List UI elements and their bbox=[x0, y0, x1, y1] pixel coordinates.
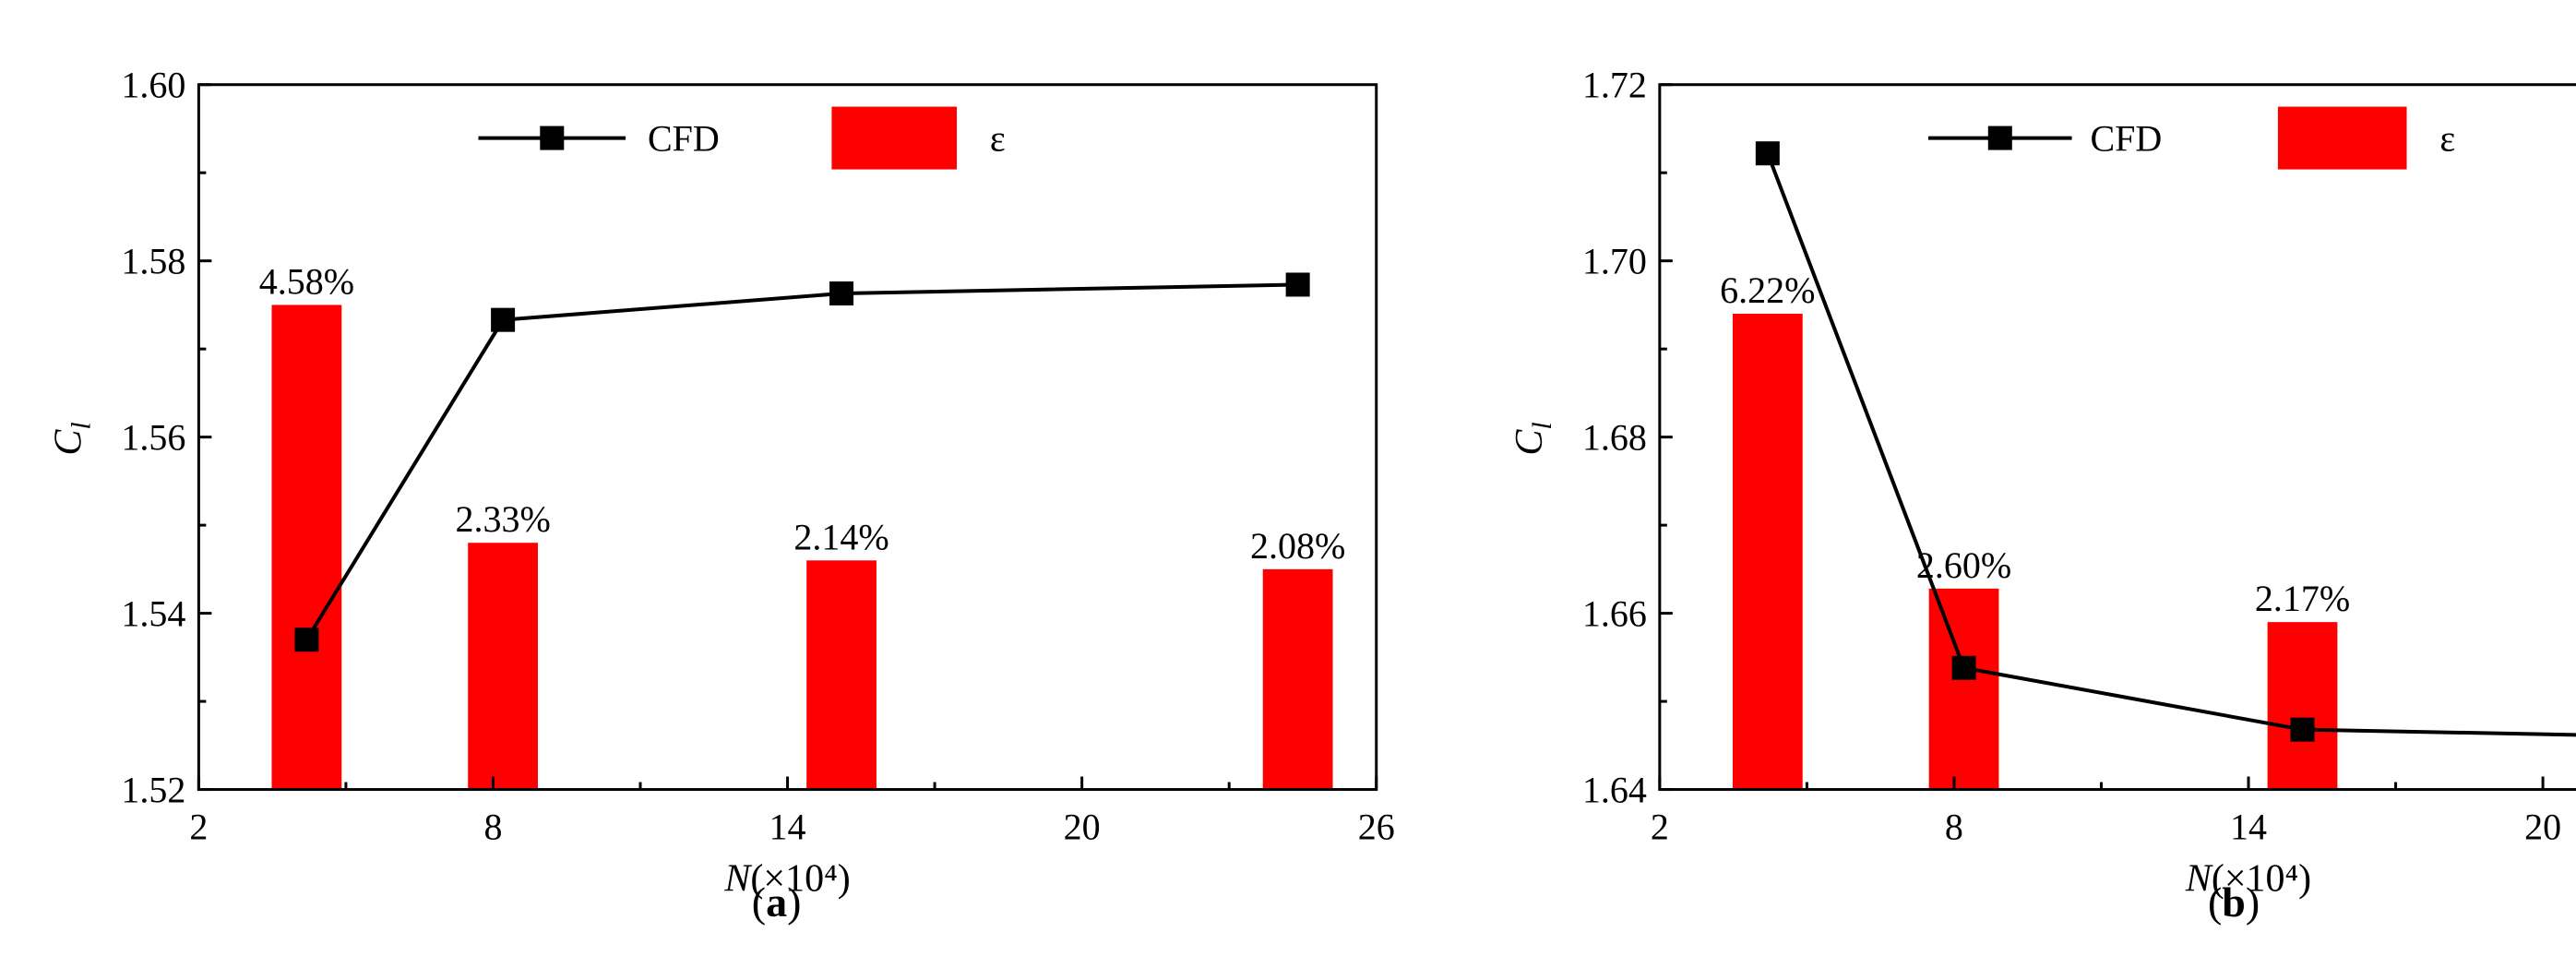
cfd-point-3 bbox=[2290, 717, 2315, 742]
x-tick-label-14: 14 bbox=[769, 807, 806, 848]
y-tick-label-4: 1.60 bbox=[121, 65, 185, 106]
bar-4 bbox=[1262, 568, 1333, 790]
bar-3 bbox=[2267, 622, 2338, 790]
bar-2 bbox=[468, 543, 538, 790]
panel-label: (b) bbox=[2208, 878, 2260, 926]
cfd-line bbox=[304, 282, 1298, 641]
y-tick-label-1: 1.54 bbox=[121, 593, 185, 635]
panel-a: 4.58% 2.33% 2.14% 2.08% 2 8 14 20 26 1.52 1.54 1.56… bbox=[47, 65, 1394, 926]
bar-2 bbox=[1928, 588, 1999, 790]
y-tick-label-0: 1.52 bbox=[121, 770, 185, 811]
x-tick-label-2: 2 bbox=[189, 807, 208, 848]
cfd-point-1 bbox=[1755, 141, 1780, 166]
x-tick-label-26: 26 bbox=[1358, 807, 1395, 848]
bar-label-2: 2.33% bbox=[455, 498, 550, 540]
x-tick-label-2: 2 bbox=[1651, 807, 1669, 848]
y-tick-label-4: 1.72 bbox=[1582, 65, 1647, 106]
y-tick-label-2: 1.56 bbox=[121, 417, 185, 459]
x-tick-label-8: 8 bbox=[1945, 807, 1963, 848]
y-tick-label-3: 1.70 bbox=[1582, 241, 1647, 282]
bar-label-4: 2.08% bbox=[1250, 525, 1345, 567]
panel-b: 6.22%2.60%2.17%2.11%281420261.641.661.68… bbox=[1509, 65, 2576, 926]
bar-label-1: 4.58% bbox=[259, 260, 354, 302]
y-tick-label-0: 1.64 bbox=[1582, 770, 1647, 811]
y-tick-label-2: 1.68 bbox=[1582, 417, 1647, 459]
legend-marker-swatch bbox=[1987, 125, 2012, 150]
panel-label: (a) bbox=[752, 878, 802, 926]
cfd-point-4 bbox=[1285, 272, 1310, 297]
x-tick-label-8: 8 bbox=[483, 807, 502, 848]
cfd-line bbox=[1765, 152, 2576, 737]
legend-cfd-label: CFD bbox=[2091, 118, 2163, 160]
legend-epsilon-label: ε bbox=[2439, 118, 2455, 160]
cfd-point-2 bbox=[491, 307, 516, 332]
bar-label-1: 6.22% bbox=[1720, 269, 1815, 311]
bar-3 bbox=[806, 560, 877, 790]
y-axis-title: Cl bbox=[47, 422, 96, 455]
legend-marker-swatch bbox=[540, 125, 565, 150]
y-tick-label-3: 1.58 bbox=[121, 241, 185, 282]
bar-label-3: 2.14% bbox=[793, 516, 888, 557]
x-tick-label-14: 14 bbox=[2230, 807, 2267, 848]
legend-bar-swatch bbox=[2277, 106, 2407, 170]
bar-label-3: 2.17% bbox=[2255, 578, 2350, 619]
cfd-point-3 bbox=[829, 281, 854, 306]
bar-1 bbox=[271, 305, 342, 790]
cfd-point-1 bbox=[294, 627, 319, 652]
legend-epsilon-label: ε bbox=[990, 118, 1006, 160]
x-axis-title: N(×10⁴) bbox=[2185, 858, 2311, 901]
x-tick-label-20: 20 bbox=[2524, 807, 2561, 848]
cfd-point-2 bbox=[1951, 655, 1976, 680]
y-axis-title: Cl bbox=[1509, 422, 1557, 455]
y-tick-label-1: 1.66 bbox=[1582, 593, 1647, 635]
x-tick-label-20: 20 bbox=[1064, 807, 1101, 848]
x-axis-title: N(×10⁴) bbox=[723, 858, 850, 901]
bar-label-2: 2.60% bbox=[1916, 544, 2011, 586]
bar-1 bbox=[1732, 313, 1803, 790]
legend-cfd-label: CFD bbox=[648, 118, 720, 160]
legend-bar-swatch bbox=[831, 106, 958, 170]
axes-frame bbox=[197, 83, 1378, 792]
